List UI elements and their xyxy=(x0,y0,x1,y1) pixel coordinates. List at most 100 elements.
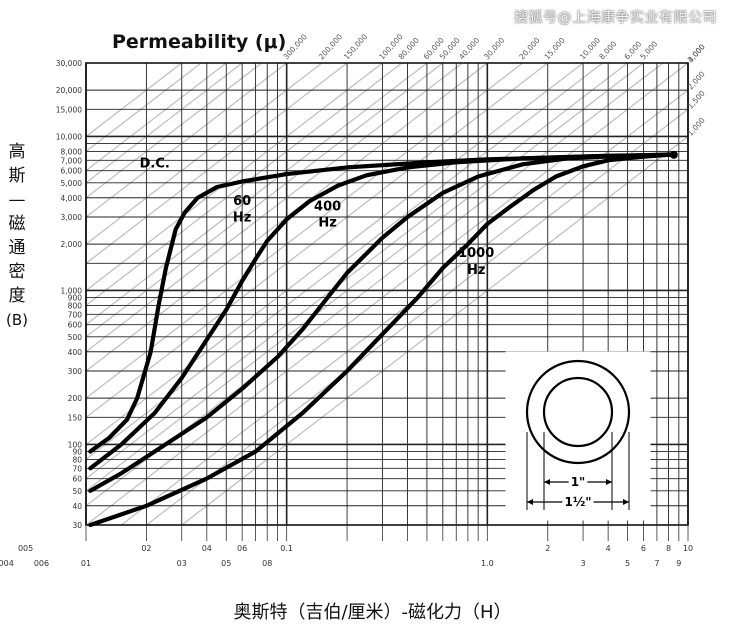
arrow-head xyxy=(606,479,612,485)
y-tick-label: 4,000 xyxy=(61,194,83,203)
label-mask xyxy=(562,495,594,509)
grid xyxy=(85,62,689,526)
x-tick-label: 3 xyxy=(581,559,586,568)
x-tick-label: 004 xyxy=(0,559,14,568)
permeability-line xyxy=(86,63,183,137)
curve-label: Hz xyxy=(318,216,336,231)
y-tick-label: 1,000 xyxy=(61,286,83,295)
x-tick-label: 0.1 xyxy=(280,544,293,553)
permeability-label: 40,000 xyxy=(457,36,481,62)
y-tick-label: 500 xyxy=(68,333,83,342)
dimension-width: 1½" xyxy=(564,495,591,509)
y-tick-label: 150 xyxy=(68,413,83,422)
x-tick-label: 7 xyxy=(654,559,659,568)
x-tick-label: 6 xyxy=(641,544,646,553)
y-axis-label: 高 斯 — 磁 通 密 度 (B) xyxy=(4,140,30,332)
permeability-line xyxy=(86,63,629,480)
x-tick-label: 1.0 xyxy=(481,559,494,568)
x-axis-label: 奥斯特（吉伯/厘米）-磁化力（H） xyxy=(233,602,512,623)
y-tick-label: 6,000 xyxy=(61,167,83,176)
arrow-head xyxy=(544,479,550,485)
y-tick-label: 40 xyxy=(72,502,82,511)
y-tick-label: 30 xyxy=(72,521,82,530)
x-tick-label: 04 xyxy=(202,544,212,553)
curves xyxy=(88,150,678,528)
permeability-label: 1,500 xyxy=(686,89,707,111)
x-tick-label: 9 xyxy=(676,559,681,568)
x-tick-label: 01 xyxy=(81,559,91,568)
y-axis-label-char: 密 xyxy=(8,262,26,282)
curve-label: Hz xyxy=(467,263,485,278)
y-tick-label: 200 xyxy=(68,394,83,403)
y-tick-label: 5,000 xyxy=(61,179,83,188)
toroid-inset: 1"1½" xyxy=(505,351,651,521)
arrow-head xyxy=(527,499,533,505)
permeability-label: 15,000 xyxy=(543,36,567,62)
curve-400-hz xyxy=(88,152,676,493)
y-tick-label: 20,000 xyxy=(56,86,82,95)
permeability-label: 20,000 xyxy=(517,36,541,62)
y-tick-label: 7,000 xyxy=(61,156,83,165)
permeability-line xyxy=(145,108,688,525)
y-tick-label: 2,000 xyxy=(61,240,83,249)
y-tick-label: 30,000 xyxy=(56,59,82,68)
inset-background xyxy=(505,351,651,521)
y-axis-label-char: — xyxy=(8,190,26,210)
permeability-line xyxy=(86,63,403,306)
permeability-line xyxy=(86,63,604,460)
y-tick-label: 600 xyxy=(68,321,83,330)
permeability-line xyxy=(86,63,489,372)
y-tick-label: 90 xyxy=(72,448,82,457)
y-tick-label: 3,000 xyxy=(61,213,83,222)
permeability-line xyxy=(180,136,688,525)
y-tick-label: 15,000 xyxy=(56,105,82,114)
y-axis-label-char: 斯 xyxy=(8,166,26,186)
curve-label: 1000 xyxy=(458,246,494,261)
permeability-label: 5,000 xyxy=(638,39,659,61)
y-tick-label: 700 xyxy=(68,310,83,319)
x-tick-label: 10 xyxy=(683,544,693,553)
permeability-line xyxy=(86,63,688,525)
y-tick-label: 50 xyxy=(72,487,82,496)
chart-title: Permeability (μ) xyxy=(112,31,286,53)
x-tick-label: 03 xyxy=(177,559,187,568)
y-axis-label-char: 度 xyxy=(8,286,26,306)
permeability-line xyxy=(86,63,288,218)
x-tick-label: 05 xyxy=(221,559,231,568)
y-tick-label: 400 xyxy=(68,348,83,357)
permeability-label: 30,000 xyxy=(482,36,506,62)
y-tick-label: 60 xyxy=(72,475,82,484)
x-tick-label: 005 xyxy=(18,544,33,553)
permeability-label: 2,000 xyxy=(686,69,707,91)
permeability-line xyxy=(86,63,444,338)
y-tick-label: 8,000 xyxy=(61,147,83,156)
curve-label: 400 xyxy=(314,200,341,215)
curve-1000-hz xyxy=(88,152,676,528)
permeability-label: 200,000 xyxy=(317,32,345,61)
plot-frame xyxy=(85,62,689,526)
x-tick-label: 4 xyxy=(606,544,611,553)
permeability-label: 150,000 xyxy=(342,32,370,61)
toroid-inner-ring xyxy=(542,376,614,448)
label-mask xyxy=(568,475,588,489)
watermark: 搜狐号@上海康争实业有限公司 xyxy=(514,10,717,26)
y-axis-label-char: 高 xyxy=(8,142,26,162)
x-tick-label: 08 xyxy=(262,559,272,568)
y-axis-unit: (B) xyxy=(6,311,28,329)
curve-d-c- xyxy=(88,152,676,454)
arrow-head xyxy=(623,499,629,505)
permeability-line xyxy=(86,63,263,199)
dimension-od: 1" xyxy=(571,475,586,489)
y-axis-label-char: 磁 xyxy=(8,214,26,234)
curve-label: D.C. xyxy=(140,156,170,171)
y-tick-label: 10,000 xyxy=(56,132,82,141)
permeability-line xyxy=(86,63,349,264)
y-tick-label: 800 xyxy=(68,301,83,310)
curve-label: 60 xyxy=(233,194,251,209)
permeability-line xyxy=(86,63,228,172)
toroid-outer-ring xyxy=(525,359,631,465)
permeability-line xyxy=(86,63,428,326)
permeability-line xyxy=(86,63,549,418)
permeability-line xyxy=(86,63,323,245)
